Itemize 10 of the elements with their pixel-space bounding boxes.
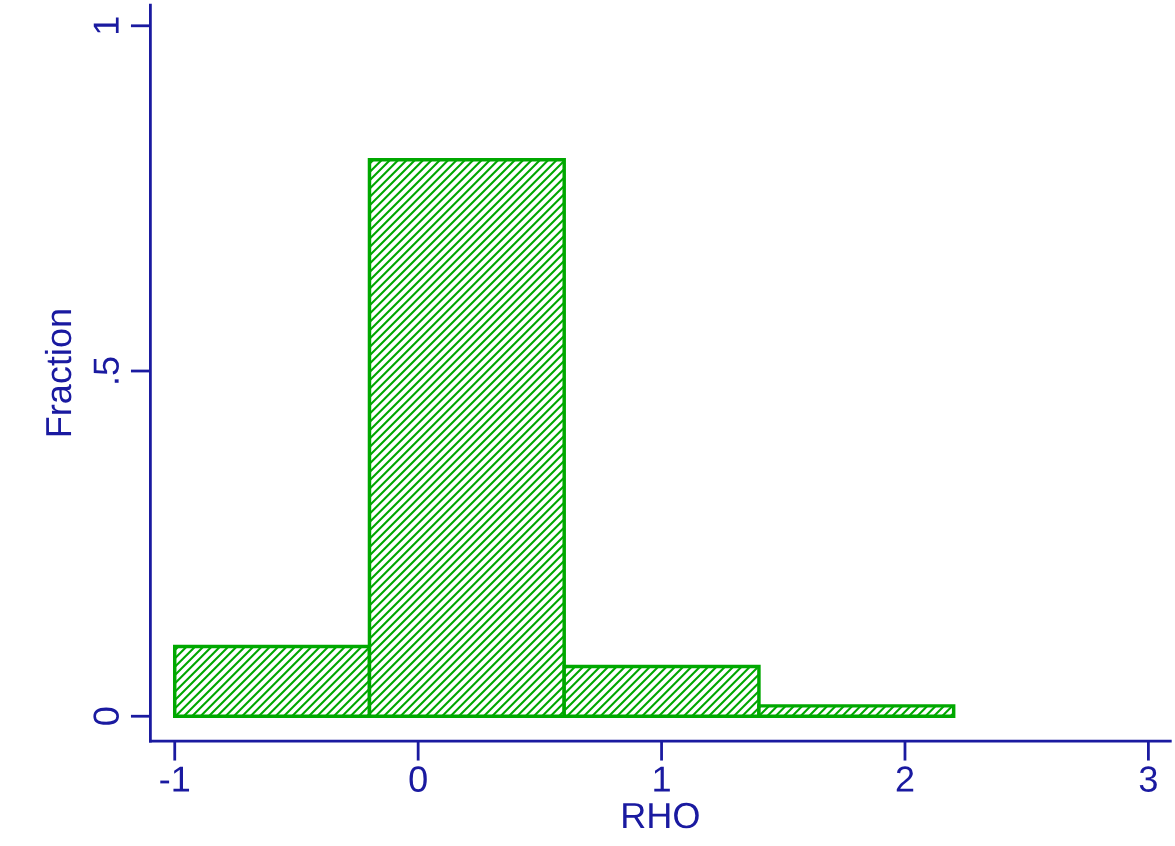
y-tick-label: 1: [93, 17, 119, 34]
x-tick-label: 0: [409, 766, 427, 792]
x-tick-label: -1: [160, 766, 190, 792]
x-axis-title: RHO: [623, 802, 699, 829]
y-axis-title: Fraction: [44, 310, 72, 436]
x-tick-label: 1: [654, 766, 670, 792]
x-tick-label: 2: [896, 766, 914, 792]
x-tick-label: 3: [1139, 766, 1157, 792]
y-tick-label: .5: [93, 357, 119, 383]
y-tick-label: 0: [93, 707, 119, 725]
